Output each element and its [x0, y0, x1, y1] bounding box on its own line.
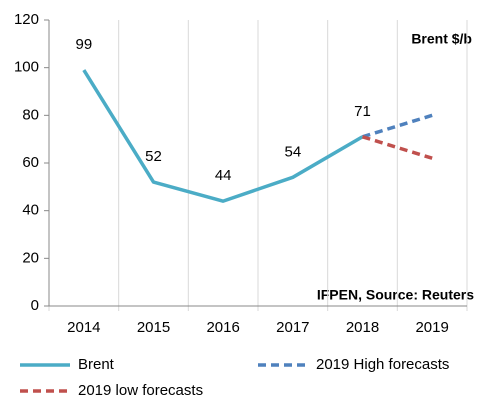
annotation: IFPEN, Source: Reuters	[317, 287, 474, 303]
series-line	[82, 69, 364, 203]
data-label: 52	[145, 148, 162, 165]
data-label: 54	[284, 143, 301, 160]
legend-label: 2019 low forecasts	[78, 382, 203, 399]
y-tick-label: 40	[22, 202, 39, 219]
x-tick-label: 2017	[276, 319, 309, 336]
data-label: 99	[75, 36, 92, 53]
data-label: 44	[215, 167, 232, 184]
x-tick-label: 2014	[67, 319, 100, 336]
y-tick-label: 100	[14, 59, 39, 76]
x-tick-label: 2015	[137, 319, 170, 336]
y-tick-label: 20	[22, 249, 39, 266]
y-tick-label: 60	[22, 154, 39, 171]
legend-label: Brent	[78, 356, 115, 373]
x-tick-label: 2018	[346, 319, 379, 336]
y-tick-label: 120	[14, 11, 39, 28]
x-tick-label: 2016	[206, 319, 239, 336]
annotation: Brent $/b	[411, 31, 472, 47]
legend-label: 2019 High forecasts	[316, 356, 449, 373]
data-label: 71	[354, 103, 371, 120]
y-tick-label: 80	[22, 106, 39, 123]
y-tick-label: 0	[31, 297, 39, 314]
x-tick-label: 2019	[415, 319, 448, 336]
